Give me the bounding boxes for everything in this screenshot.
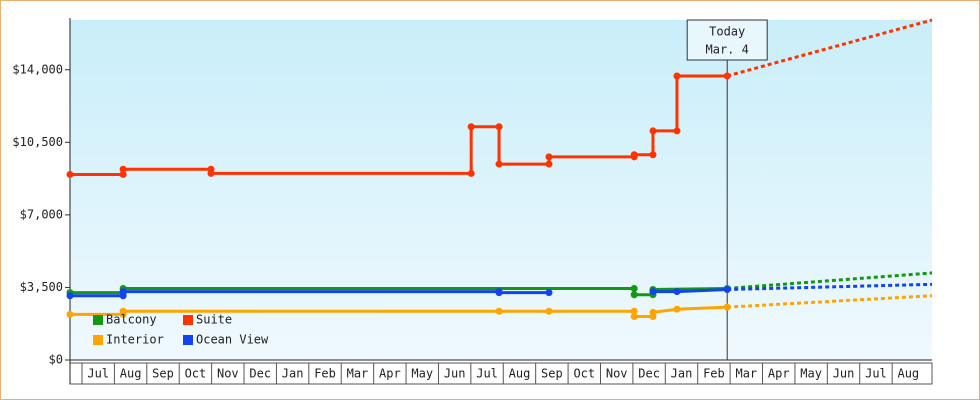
legend-label: Interior	[106, 333, 164, 347]
projection-line	[727, 271, 933, 290]
price-point	[630, 307, 638, 315]
plot-area	[70, 20, 932, 360]
x-tick-label: Apr	[768, 367, 790, 381]
projection-line	[727, 294, 933, 309]
x-tick-label: Apr	[379, 367, 401, 381]
price-point	[119, 165, 127, 173]
y-tick-label: $14,000	[12, 62, 63, 76]
legend-label: Suite	[196, 313, 232, 327]
price-point	[723, 303, 731, 311]
legend-label: Balcony	[106, 313, 157, 327]
y-tick-label: $0	[49, 353, 63, 367]
projection-line	[726, 18, 933, 78]
x-tick-label: May	[800, 367, 822, 381]
x-tick-label: Sep	[541, 367, 563, 381]
x-tick-label: Aug	[897, 367, 919, 381]
price-point	[545, 160, 553, 168]
x-tick-label: Feb	[703, 367, 725, 381]
x-tick-label: Jun	[444, 367, 466, 381]
y-tick-label: $3,500	[20, 280, 63, 294]
price-point	[673, 72, 681, 80]
x-tick-label: Mar	[735, 367, 757, 381]
price-point	[66, 310, 74, 318]
legend-swatch	[183, 335, 193, 345]
projection-line	[727, 282, 933, 292]
today-box	[686, 19, 768, 61]
legend-swatch	[183, 315, 193, 325]
price-point	[467, 123, 475, 131]
price-point	[66, 170, 74, 178]
y-tick-label: $7,000	[20, 207, 63, 221]
x-tick-label: Jun	[833, 367, 855, 381]
price-point	[467, 169, 475, 177]
x-tick-label: Aug	[120, 367, 142, 381]
x-tick-label: Dec	[638, 367, 660, 381]
price-point	[119, 170, 127, 178]
x-tick-label: Jan	[282, 367, 304, 381]
legend-swatch	[93, 315, 103, 325]
legend-label: Ocean View	[196, 333, 269, 347]
price-point	[630, 151, 638, 159]
price-point	[495, 307, 503, 315]
x-tick-label: Nov	[217, 367, 239, 381]
price-point	[649, 127, 657, 135]
price-point	[66, 292, 74, 300]
x-tick-label: May	[411, 367, 433, 381]
price-point	[723, 286, 731, 294]
x-tick-label: Jul	[476, 367, 498, 381]
price-point	[649, 151, 657, 159]
series-line	[70, 74, 728, 176]
x-tick-label: Sep	[152, 367, 174, 381]
x-tick-label: Jul	[87, 367, 109, 381]
price-point	[673, 288, 681, 296]
price-point	[673, 127, 681, 135]
price-point	[495, 289, 503, 297]
price-point	[545, 289, 553, 297]
price-point	[495, 123, 503, 131]
price-point	[119, 288, 127, 296]
x-tick-label: Jan	[671, 367, 693, 381]
x-tick-label: Dec	[249, 367, 271, 381]
x-tick-label: Oct	[185, 367, 207, 381]
x-tick-label: Aug	[509, 367, 531, 381]
price-point	[630, 284, 638, 292]
price-point	[119, 307, 127, 315]
legend-swatch	[93, 335, 103, 345]
x-tick-label: Jul	[865, 367, 887, 381]
price-point	[630, 312, 638, 320]
price-point	[495, 160, 503, 168]
today-label: Today	[709, 25, 745, 39]
price-point	[207, 169, 215, 177]
price-point	[673, 305, 681, 313]
x-tick-label: Mar	[347, 367, 369, 381]
x-tick-label: Oct	[573, 367, 595, 381]
price-point	[545, 307, 553, 315]
y-tick-label: $10,500	[12, 135, 63, 149]
today-label: Mar. 4	[706, 43, 749, 57]
x-tick-label: Nov	[606, 367, 628, 381]
x-tick-label: Feb	[314, 367, 336, 381]
price-point	[545, 153, 553, 161]
price-point	[630, 291, 638, 299]
price-point	[649, 308, 657, 316]
price-point	[649, 288, 657, 296]
price-point	[723, 72, 731, 80]
